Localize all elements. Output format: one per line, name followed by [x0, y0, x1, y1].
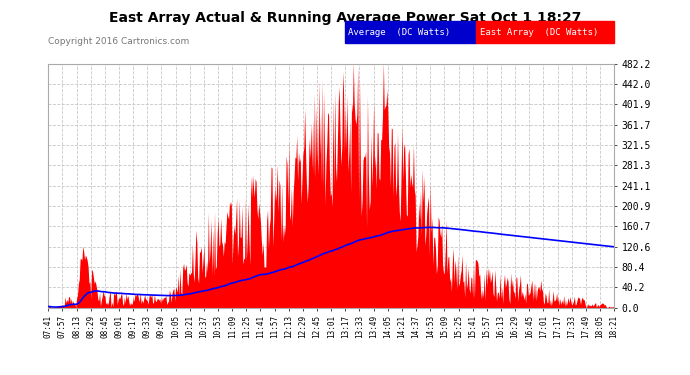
Text: Copyright 2016 Cartronics.com: Copyright 2016 Cartronics.com — [48, 38, 190, 46]
Text: East Array  (DC Watts): East Array (DC Watts) — [480, 28, 598, 37]
Text: East Array Actual & Running Average Power Sat Oct 1 18:27: East Array Actual & Running Average Powe… — [109, 11, 581, 25]
Text: Average  (DC Watts): Average (DC Watts) — [348, 28, 451, 37]
